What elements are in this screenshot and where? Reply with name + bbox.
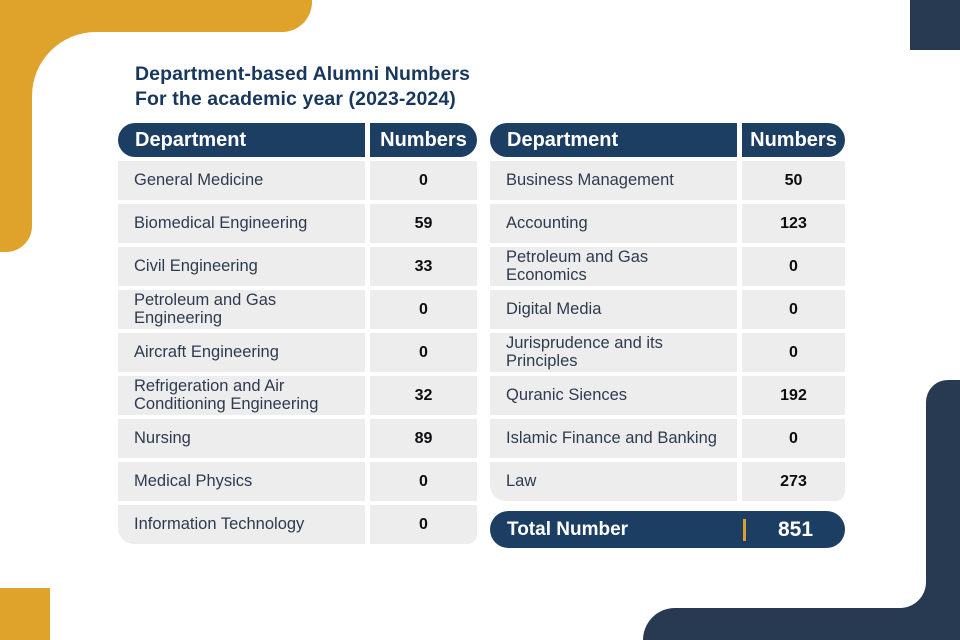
table-row: Medical Physics 0: [118, 462, 477, 501]
table-row: Islamic Finance and Banking 0: [490, 419, 845, 458]
table-row: Refrigeration and Air Conditioning Engin…: [118, 376, 477, 415]
numbers-cell: 123: [742, 204, 845, 243]
table-row: Business Management 50: [490, 161, 845, 200]
numbers-cell: 0: [370, 161, 477, 200]
numbers-cell: 273: [742, 462, 845, 501]
corner-decoration-bottom-right-horizontal: [643, 608, 960, 640]
table-row: Quranic Siences 192: [490, 376, 845, 415]
page-title: Department-based Alumni Numbers For the …: [135, 62, 470, 112]
department-cell: Petroleum and Gas Engineering: [118, 290, 365, 329]
table-row: Petroleum and Gas Economics 0: [490, 247, 845, 286]
table-row: Petroleum and Gas Engineering 0: [118, 290, 477, 329]
corner-decoration-bottom-right-vertical: [926, 380, 960, 640]
table-row: Aircraft Engineering 0: [118, 333, 477, 372]
corner-decoration-top-right-square: [910, 0, 960, 50]
department-header-cell: Department: [490, 123, 737, 157]
numbers-cell: 0: [370, 505, 477, 544]
alumni-table-right: Department Numbers Business Management 50…: [490, 123, 845, 548]
numbers-cell: 0: [370, 290, 477, 329]
department-cell: Aircraft Engineering: [118, 333, 365, 372]
numbers-cell: 50: [742, 161, 845, 200]
table-row: General Medicine 0: [118, 161, 477, 200]
numbers-cell: 59: [370, 204, 477, 243]
department-cell: Biomedical Engineering: [118, 204, 365, 243]
numbers-cell: 0: [742, 247, 845, 286]
department-cell: Islamic Finance and Banking: [490, 419, 737, 458]
department-cell: Quranic Siences: [490, 376, 737, 415]
page-title-line1: Department-based Alumni Numbers: [135, 63, 471, 85]
numbers-cell: 89: [370, 419, 477, 458]
corner-decoration-top-left-vertical: [0, 0, 32, 252]
total-number-label: Total Number: [507, 518, 629, 540]
department-cell: Digital Media: [490, 290, 737, 329]
table-row: Civil Engineering 33: [118, 247, 477, 286]
total-number-value: 851: [777, 517, 814, 541]
table-row: Digital Media 0: [490, 290, 845, 329]
department-cell: Refrigeration and Air Conditioning Engin…: [118, 376, 365, 415]
table-header: Department Numbers: [490, 123, 845, 157]
department-cell: Accounting: [490, 204, 737, 243]
department-cell: General Medicine: [118, 161, 365, 200]
total-number-row: Total Number 851: [490, 511, 845, 548]
table-row: Biomedical Engineering 59: [118, 204, 477, 243]
table-body: General Medicine 0 Biomedical Engineering 5…: [118, 161, 477, 544]
numbers-cell: 0: [742, 290, 845, 329]
numbers-header-cell: Numbers: [742, 123, 845, 157]
numbers-header-cell: Numbers: [370, 123, 477, 157]
numbers-cell: 32: [370, 376, 477, 415]
department-cell: Jurisprudence and its Principles: [490, 333, 737, 372]
table-row: Jurisprudence and its Principles 0: [490, 333, 845, 372]
corner-decoration-bottom-left-square: [0, 588, 50, 640]
department-cell: Petroleum and Gas Economics: [490, 247, 737, 286]
table-row: Information Technology 0: [118, 505, 477, 544]
department-header-cell: Department: [118, 123, 365, 157]
numbers-cell: 0: [742, 419, 845, 458]
table-body: Business Management 50 Accounting 123 Petrol…: [490, 161, 845, 501]
numbers-cell: 0: [742, 333, 845, 372]
corner-decoration-top-left-horizontal: [0, 0, 312, 32]
department-cell: Information Technology: [118, 505, 365, 544]
page-title-line2: For the academic year (2023-2024): [135, 88, 456, 110]
numbers-cell: 0: [370, 333, 477, 372]
numbers-cell: 0: [370, 462, 477, 501]
table-row: Law 273: [490, 462, 845, 501]
table-row: Accounting 123: [490, 204, 845, 243]
department-cell: Nursing: [118, 419, 365, 458]
table-header: Department Numbers: [118, 123, 477, 157]
alumni-table-left: Department Numbers General Medicine 0 Biom…: [118, 123, 477, 544]
table-row: Nursing 89: [118, 419, 477, 458]
numbers-cell: 33: [370, 247, 477, 286]
department-cell: Medical Physics: [118, 462, 365, 501]
department-cell: Law: [490, 462, 737, 501]
numbers-cell: 192: [742, 376, 845, 415]
total-divider-line: [743, 518, 746, 541]
department-cell: Business Management: [490, 161, 737, 200]
department-cell: Civil Engineering: [118, 247, 365, 286]
